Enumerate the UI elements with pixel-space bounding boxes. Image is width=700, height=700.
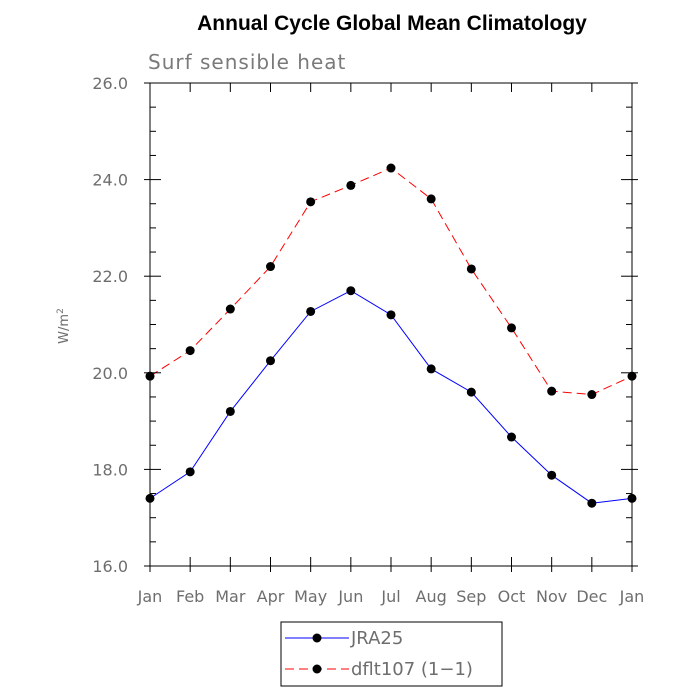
chart-title: Annual Cycle Global Mean Climatology bbox=[197, 12, 587, 35]
series-0-point bbox=[507, 432, 516, 442]
x-tick-label: Sep bbox=[456, 587, 486, 606]
x-tick-label: Oct bbox=[498, 587, 526, 606]
series-0-point bbox=[306, 306, 316, 316]
series-1-point bbox=[587, 390, 597, 400]
series-0-point bbox=[346, 286, 356, 296]
series-0-point bbox=[225, 406, 235, 416]
y-axis-label: W/m2 bbox=[56, 308, 72, 344]
series-0-point bbox=[466, 387, 476, 397]
y-tick-label: 16.0 bbox=[92, 557, 128, 576]
series-1-point bbox=[346, 180, 356, 190]
y-tick-label: 18.0 bbox=[92, 460, 128, 479]
series-1-point bbox=[306, 197, 316, 207]
series-1-point bbox=[266, 262, 275, 272]
x-tick-label: Feb bbox=[176, 587, 204, 606]
series-1-point bbox=[386, 163, 396, 173]
axes-layer: Jan Feb Mar Apr May Jun Jul Aug Sep Oct Nov Dec Jan 1… bbox=[92, 74, 644, 606]
x-tick-label: Aug bbox=[416, 587, 447, 606]
legend-label-1: dflt107 (1−1) bbox=[351, 659, 473, 680]
y-tick-label: 20.0 bbox=[92, 364, 128, 383]
x-tick-label: Nov bbox=[536, 587, 567, 606]
series-0-point bbox=[426, 364, 436, 374]
x-tick-label: Dec bbox=[576, 587, 607, 606]
legend-marker-0 bbox=[312, 633, 322, 643]
series-line-1 bbox=[149, 167, 633, 396]
series-0-point bbox=[547, 470, 557, 480]
x-tick-label: Mar bbox=[215, 587, 246, 606]
legend: JRA25 dflt107 (1−1) bbox=[280, 621, 503, 687]
legend-box bbox=[280, 621, 503, 687]
x-tick-label: Jun bbox=[337, 587, 363, 606]
y-tick-label: 26.0 bbox=[92, 74, 128, 93]
x-tick-label: Jul bbox=[380, 587, 400, 606]
chart-subtitle: Surf sensible heat bbox=[148, 50, 346, 74]
series-1-point bbox=[225, 304, 235, 314]
y-tick-label: 24.0 bbox=[92, 171, 128, 190]
x-tick-label: May bbox=[294, 587, 327, 606]
series-1-point bbox=[507, 323, 516, 333]
x-tick-label: Jan bbox=[619, 587, 645, 606]
series-layer bbox=[145, 163, 637, 508]
series-line-0 bbox=[149, 290, 633, 504]
series-1-point bbox=[466, 264, 476, 274]
series-1-point bbox=[185, 346, 195, 356]
plot-frame bbox=[149, 82, 633, 567]
series-0-point bbox=[587, 498, 597, 508]
legend-label-0: JRA25 bbox=[350, 628, 403, 649]
series-1-point bbox=[547, 386, 557, 396]
series-0-point bbox=[386, 310, 396, 320]
series-1-point bbox=[426, 194, 436, 204]
x-tick-label: Apr bbox=[257, 587, 285, 606]
series-0-point bbox=[266, 356, 275, 366]
x-tick-label: Jan bbox=[137, 587, 163, 606]
series-0-point bbox=[185, 467, 195, 477]
y-tick-label: 22.0 bbox=[92, 267, 128, 286]
legend-marker-1 bbox=[312, 664, 322, 674]
